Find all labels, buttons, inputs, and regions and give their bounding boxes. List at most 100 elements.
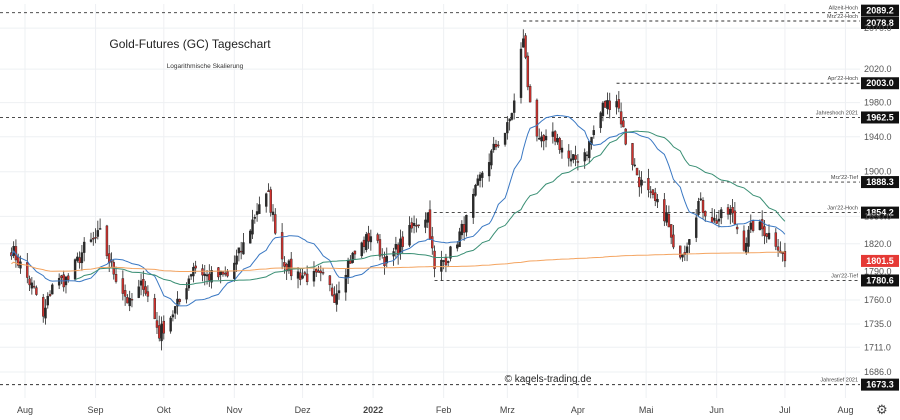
level-value: 1888.3 <box>866 177 894 187</box>
level-value: 1962.5 <box>866 112 894 122</box>
candle-body <box>376 234 379 241</box>
candle-body <box>572 154 575 161</box>
candle-body <box>226 271 229 277</box>
candle-body <box>333 294 336 303</box>
candle-body <box>767 232 771 239</box>
candle-body <box>290 258 293 277</box>
candle-body <box>508 118 511 122</box>
candle-body <box>669 224 673 238</box>
candle-body <box>96 230 100 237</box>
candle-body <box>494 144 498 148</box>
level-badge <box>861 77 899 90</box>
candle-body <box>704 211 707 217</box>
candle-body <box>394 244 398 250</box>
level-badge <box>861 17 899 30</box>
candle-body <box>412 223 416 226</box>
x-tick-label: Mai <box>639 405 654 415</box>
candle-body <box>733 210 737 225</box>
y-tick-label: 2020.0 <box>864 64 892 74</box>
candle-body <box>305 273 309 283</box>
candle-body <box>478 174 482 181</box>
candle-body <box>735 226 739 230</box>
candle-body <box>114 274 118 282</box>
candle-body <box>146 291 150 297</box>
candle-body <box>242 242 245 255</box>
candle-body <box>465 214 468 233</box>
candle-body <box>524 35 527 58</box>
candle-body <box>255 211 259 215</box>
candle-body <box>48 294 52 296</box>
candle-body <box>385 255 388 264</box>
level-label: Jahreshoch 2021 <box>816 110 858 116</box>
level-label: Mrz'22-Hoch <box>827 14 858 20</box>
candle-body <box>476 178 479 186</box>
x-tick-label: Aug <box>17 405 33 415</box>
current-price-badge <box>861 254 899 267</box>
candle-body <box>205 274 209 277</box>
candle-body <box>685 246 689 253</box>
candle-body <box>258 204 261 214</box>
candle-body <box>123 290 127 297</box>
candle-body <box>153 298 156 320</box>
x-tick-label: Dez <box>295 405 312 415</box>
level-badge <box>861 206 899 219</box>
candle-body <box>631 143 634 165</box>
candle-body <box>765 233 768 237</box>
candle-body <box>654 192 657 201</box>
candle-body <box>679 245 682 258</box>
candle-body <box>431 236 434 249</box>
candle-body <box>615 101 618 108</box>
candle-body <box>781 252 784 254</box>
candle-body <box>558 138 561 150</box>
candle-body <box>203 273 206 277</box>
candle-body <box>178 299 181 302</box>
candle-body <box>80 252 84 264</box>
candle-body <box>82 241 86 253</box>
candle-body <box>353 250 357 255</box>
candle-body <box>758 221 762 231</box>
candle-body <box>603 100 607 108</box>
y-tick-label: 1940.0 <box>864 132 892 142</box>
level-label: Jan'22-Tief <box>831 273 858 279</box>
candle-body <box>267 190 270 192</box>
candle-body <box>506 122 509 134</box>
candle-body <box>599 112 602 129</box>
candle-body <box>774 232 778 247</box>
candle-body <box>717 218 721 222</box>
candle-body <box>130 299 134 301</box>
candle-body <box>656 198 659 203</box>
level-label: Mrz'22-Tief <box>831 175 859 181</box>
candle-body <box>98 228 102 230</box>
candle-body <box>745 243 748 253</box>
candle-body <box>189 274 193 277</box>
candle-body <box>672 234 675 248</box>
candle-body <box>19 261 22 269</box>
candle-body <box>763 226 766 236</box>
candle-body <box>528 86 532 103</box>
candle-body <box>526 55 530 88</box>
candle-body <box>540 136 543 142</box>
level-label: Apr'22-Hoch <box>828 76 858 82</box>
candle-body <box>35 287 38 295</box>
candle-body <box>667 213 671 228</box>
candle-body <box>176 298 179 307</box>
candle-body <box>330 287 334 296</box>
candle-body <box>619 111 623 125</box>
candle-body <box>344 275 348 293</box>
candle-body <box>608 100 611 110</box>
candle-body <box>280 232 284 260</box>
candle-body <box>317 270 320 273</box>
gear-icon[interactable]: ⚙ <box>876 403 888 418</box>
candle-body <box>76 256 79 261</box>
candle-body <box>449 246 452 259</box>
candle-body <box>588 140 591 159</box>
candle-body <box>274 214 277 234</box>
candle-body <box>424 219 427 228</box>
level-label: Jan'22-Hoch <box>827 206 858 212</box>
candle-body <box>158 325 161 339</box>
candle-body <box>73 259 77 280</box>
candle-body <box>574 155 577 160</box>
sma-fast-line <box>10 114 786 307</box>
candle-body <box>624 128 627 145</box>
axes: 1686.0 1711.0 1735.0 1760.0 1790.0 1820.0 1850… <box>17 23 892 415</box>
